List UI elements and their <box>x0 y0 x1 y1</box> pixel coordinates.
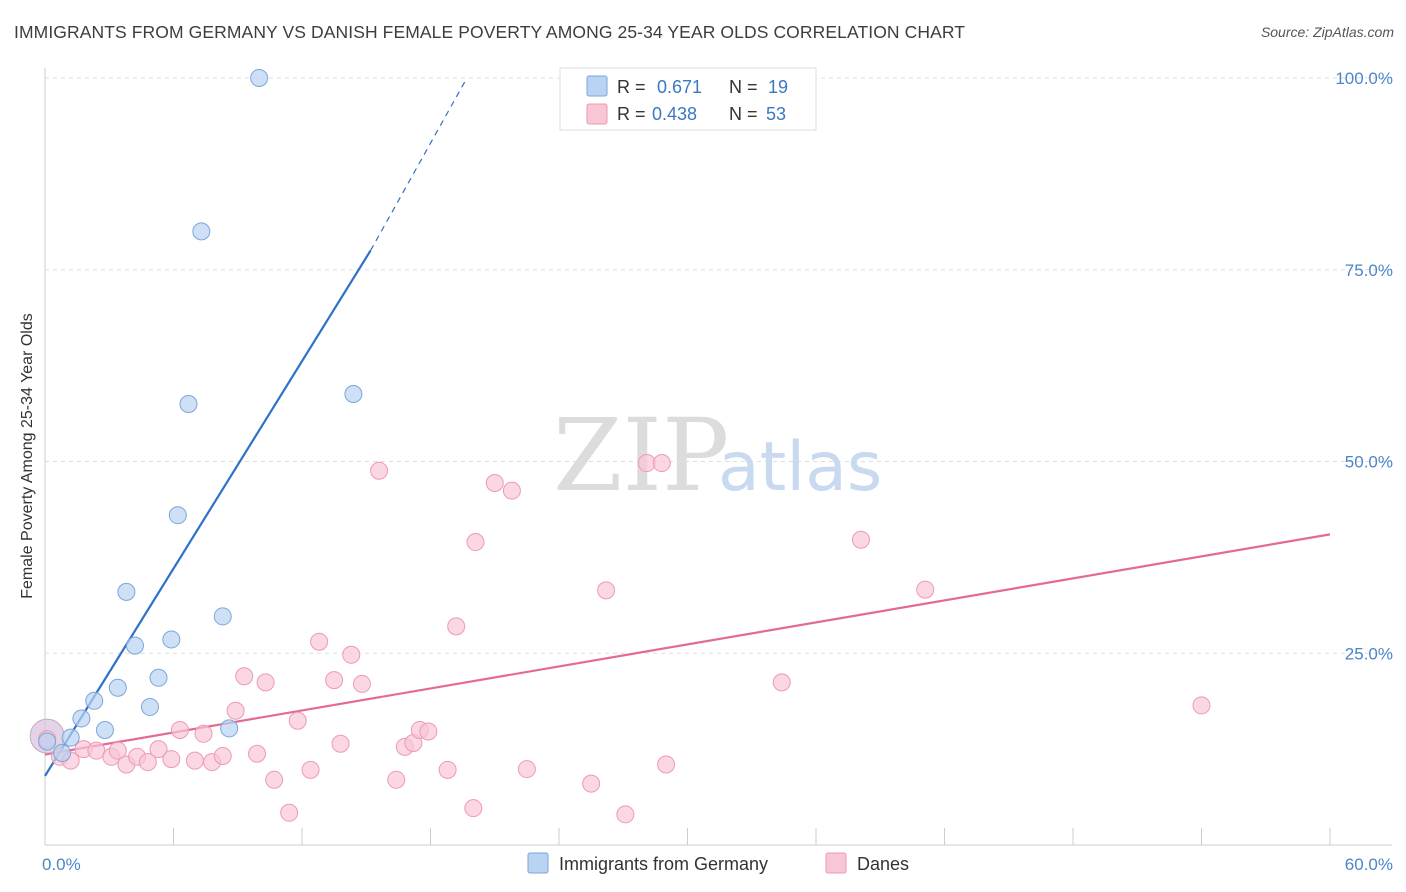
data-point-germany <box>72 709 91 728</box>
series-legend: Immigrants from Germany Danes <box>527 852 909 874</box>
data-points <box>29 69 1211 824</box>
bottom-legend-label-danes: Danes <box>857 854 909 874</box>
correlation-legend: R = 0.671 N = 19 R = 0.438 N = 53 <box>559 67 817 131</box>
data-point-danes <box>226 701 245 720</box>
y-tick-label: 75.0% <box>1345 261 1393 280</box>
data-point-danes <box>194 724 213 743</box>
data-point-danes <box>248 744 267 763</box>
trend-line-danes <box>44 533 1331 756</box>
data-point-danes <box>582 774 601 793</box>
data-point-germany <box>117 582 136 601</box>
data-point-germany <box>179 394 198 413</box>
legend-swatch-germany <box>586 75 608 97</box>
data-point-germany <box>220 719 239 738</box>
data-point-danes <box>310 632 329 651</box>
legend-r-value-germany: 0.671 <box>657 77 702 97</box>
y-tick-label: 50.0% <box>1345 453 1393 472</box>
data-point-danes <box>213 747 232 766</box>
data-point-danes <box>916 580 935 599</box>
trend-line-germany <box>44 249 372 777</box>
data-point-danes <box>162 750 181 769</box>
data-point-danes <box>419 722 438 741</box>
y-tick-label: 100.0% <box>1335 69 1393 88</box>
x-tick-label-min: 0.0% <box>42 855 81 874</box>
data-point-danes <box>87 741 106 760</box>
legend-n-value-danes: 53 <box>766 104 786 124</box>
data-point-germany <box>344 385 363 404</box>
data-point-danes <box>331 734 350 753</box>
data-point-danes <box>170 720 189 739</box>
data-point-danes <box>387 770 406 789</box>
data-point-danes <box>438 760 457 779</box>
data-point-danes <box>447 617 466 636</box>
data-point-germany <box>53 743 72 762</box>
legend-n-label-germany: N = <box>729 77 758 97</box>
bottom-legend-swatch-germany <box>527 852 549 874</box>
data-point-danes <box>1192 696 1211 715</box>
data-point-danes <box>464 799 483 818</box>
data-point-germany <box>149 668 168 687</box>
watermark-atlas: atlas <box>718 428 882 507</box>
data-point-germany <box>192 222 211 241</box>
watermark-zip: ZIP <box>553 397 729 514</box>
data-point-germany <box>250 69 269 87</box>
bottom-legend-label-germany: Immigrants from Germany <box>559 854 768 874</box>
source-label: Source: ZipAtlas.com <box>1260 24 1394 40</box>
data-point-danes <box>256 673 275 692</box>
data-point-danes <box>352 674 371 693</box>
data-point-danes <box>657 755 676 774</box>
legend-r-label-germany: R = <box>617 77 646 97</box>
data-point-danes <box>185 751 204 770</box>
data-point-germany <box>140 697 159 716</box>
legend-r-value-danes: 0.438 <box>652 104 697 124</box>
data-point-danes <box>301 760 320 779</box>
data-point-germany <box>38 732 57 751</box>
data-point-danes <box>652 454 671 473</box>
data-point-danes <box>288 711 307 730</box>
data-point-germany <box>213 607 232 626</box>
data-point-germany <box>162 630 181 649</box>
data-point-danes <box>149 740 168 759</box>
bottom-legend-swatch-danes <box>825 852 847 874</box>
data-point-danes <box>280 803 299 822</box>
legend-swatch-danes <box>586 103 608 125</box>
data-point-danes <box>108 741 127 760</box>
y-tick-label: 25.0% <box>1345 644 1393 663</box>
data-point-danes <box>235 667 254 686</box>
data-point-danes <box>342 645 361 664</box>
data-point-danes <box>265 770 284 789</box>
axes <box>44 68 1392 846</box>
watermark: ZIP atlas <box>553 397 882 514</box>
data-point-danes <box>502 481 521 500</box>
data-point-germany <box>85 691 104 710</box>
data-point-germany <box>95 720 114 739</box>
data-point-danes <box>466 533 485 552</box>
data-point-danes <box>637 454 656 473</box>
legend-n-value-germany: 19 <box>768 77 788 97</box>
data-point-danes <box>851 530 870 549</box>
data-point-danes <box>616 805 635 824</box>
gridlines <box>45 77 1392 654</box>
legend-r-label-danes: R = <box>617 104 646 124</box>
chart-title: IMMIGRANTS FROM GERMANY VS DANISH FEMALE… <box>14 22 966 42</box>
data-point-danes <box>370 461 389 480</box>
data-point-danes <box>485 473 504 492</box>
data-point-germany <box>108 678 127 697</box>
trend-line-germany-extension <box>370 77 468 251</box>
data-point-danes <box>325 671 344 690</box>
data-point-danes <box>597 581 616 600</box>
trend-lines <box>44 77 1331 777</box>
data-point-germany <box>168 506 187 525</box>
data-point-danes <box>517 760 536 779</box>
data-point-germany <box>61 728 80 747</box>
data-point-germany <box>125 636 144 655</box>
tick-labels: 25.0% 50.0% 75.0% 100.0% 0.0% 60.0% <box>42 69 1393 874</box>
data-point-danes <box>138 753 157 772</box>
legend-n-label-danes: N = <box>729 104 758 124</box>
x-tick-label-max: 60.0% <box>1345 855 1393 874</box>
data-point-danes <box>772 673 791 692</box>
